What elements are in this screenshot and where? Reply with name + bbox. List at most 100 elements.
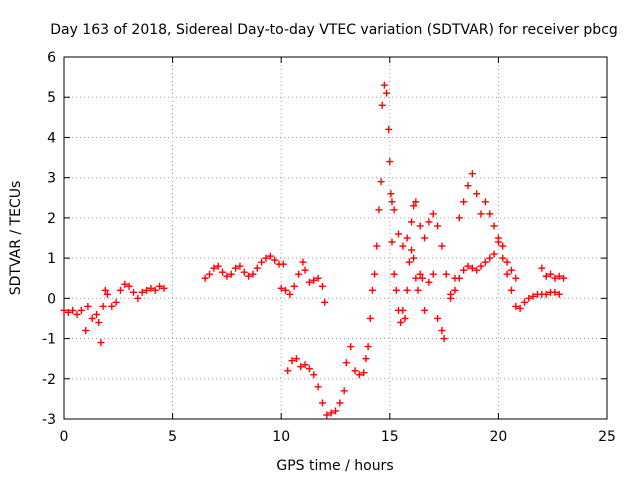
data-point — [477, 210, 485, 218]
x-axis-ticks: 0 5 10 15 20 25 — [60, 57, 616, 445]
data-point — [473, 266, 481, 274]
data-point — [520, 298, 528, 306]
data-point — [143, 286, 151, 294]
data-point — [438, 327, 446, 335]
data-point — [310, 276, 318, 284]
data-point — [490, 250, 498, 258]
data-point — [151, 286, 159, 294]
data-point — [440, 335, 448, 343]
data-point — [547, 270, 555, 278]
data-point — [368, 286, 376, 294]
data-point — [410, 254, 418, 262]
data-point — [60, 306, 68, 314]
data-point — [101, 286, 109, 294]
data-point — [305, 365, 313, 373]
data-point — [542, 272, 550, 280]
data-point — [156, 282, 164, 290]
data-point — [425, 278, 433, 286]
data-point — [412, 198, 420, 206]
data-point — [206, 270, 214, 278]
data-point — [434, 314, 442, 322]
data-point — [373, 242, 381, 250]
data-point — [401, 314, 409, 322]
data-point — [364, 343, 372, 351]
data-point — [414, 286, 422, 294]
data-point — [288, 357, 296, 365]
data-point — [355, 371, 363, 379]
data-point — [387, 190, 395, 198]
data-point — [399, 242, 407, 250]
data-point — [438, 242, 446, 250]
data-point — [290, 282, 298, 290]
data-point — [512, 302, 520, 310]
data-point — [388, 238, 396, 246]
data-point — [245, 272, 253, 280]
data-point — [297, 363, 305, 371]
data-point — [460, 198, 468, 206]
data-point — [249, 270, 257, 278]
data-point — [138, 288, 146, 296]
data-point — [403, 234, 411, 242]
data-point — [499, 242, 507, 250]
data-point — [82, 327, 90, 335]
data-point — [551, 288, 559, 296]
data-series-sdtvar — [60, 81, 568, 419]
y-tick-label: 6 — [47, 50, 56, 66]
data-point — [486, 210, 494, 218]
data-point — [434, 222, 442, 230]
data-point — [305, 278, 313, 286]
data-point — [301, 361, 309, 369]
data-point — [464, 262, 472, 270]
data-point — [383, 89, 391, 97]
data-point — [232, 264, 240, 272]
data-point — [323, 411, 331, 419]
data-point — [318, 282, 326, 290]
data-point — [403, 286, 411, 294]
data-point — [512, 274, 520, 282]
data-point — [390, 206, 398, 214]
data-point — [301, 266, 309, 274]
data-point — [399, 306, 407, 314]
x-tick-label: 15 — [381, 429, 399, 445]
data-point — [295, 270, 303, 278]
data-point — [84, 302, 92, 310]
data-point — [542, 290, 550, 298]
data-point — [429, 270, 437, 278]
y-tick-label: 1 — [47, 251, 56, 267]
x-tick-label: 25 — [598, 429, 616, 445]
y-tick-label: 3 — [47, 171, 56, 187]
data-point — [116, 286, 124, 294]
data-point — [240, 268, 248, 276]
data-point — [366, 314, 374, 322]
data-point — [112, 298, 120, 306]
data-point — [93, 310, 101, 318]
data-point — [429, 210, 437, 218]
data-point — [486, 254, 494, 262]
data-point — [455, 214, 463, 222]
data-point — [134, 294, 142, 302]
y-tick-label: -3 — [42, 412, 56, 428]
data-point — [416, 270, 424, 278]
data-point — [73, 310, 81, 318]
data-point — [555, 272, 563, 280]
data-point — [447, 294, 455, 302]
data-point — [130, 288, 138, 296]
data-point — [121, 280, 129, 288]
data-point — [279, 260, 287, 268]
data-point — [377, 178, 385, 186]
x-tick-label: 20 — [489, 429, 507, 445]
data-point — [408, 246, 416, 254]
data-point — [418, 274, 426, 282]
data-point — [147, 284, 155, 292]
data-point — [503, 258, 511, 266]
data-point — [481, 258, 489, 266]
data-point — [277, 284, 285, 292]
data-point — [284, 367, 292, 375]
y-axis-ticks: -3 -2 -1 0 1 2 3 4 5 6 — [42, 50, 607, 428]
data-point — [69, 306, 77, 314]
data-point — [375, 206, 383, 214]
data-point — [386, 158, 394, 166]
data-point — [507, 266, 515, 274]
data-point — [473, 190, 481, 198]
